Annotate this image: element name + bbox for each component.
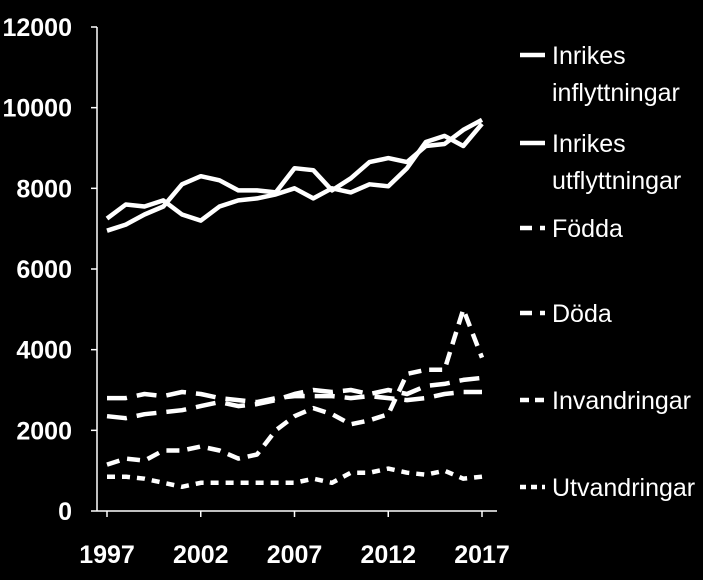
y-tick-label: 6000 xyxy=(16,256,72,284)
y-tick-label: 8000 xyxy=(16,175,72,203)
y-tick-label: 12000 xyxy=(2,14,72,42)
y-tick-label: 2000 xyxy=(16,417,72,445)
y-tick-label: 4000 xyxy=(16,337,72,365)
x-tick-label: 1997 xyxy=(79,541,135,569)
y-tick-label: 10000 xyxy=(2,95,72,123)
legend-label: inflyttningar xyxy=(552,79,680,107)
series-line-inrikes-utflyttningar xyxy=(106,117,484,233)
x-tick-label: 2002 xyxy=(173,541,229,569)
axes: 0 2000 4000 6000 8000 10000 12000 1997 2002 2007… xyxy=(2,14,509,569)
legend-label: utflyttningar xyxy=(552,167,681,195)
legend-label: Invandringar xyxy=(552,387,691,415)
y-tick-label: 0 xyxy=(58,498,72,526)
legend-label: Födda xyxy=(552,215,623,243)
legend-label: Inrikes xyxy=(552,42,626,70)
data-series xyxy=(105,117,485,490)
legend-label: Utvandringar xyxy=(552,474,695,502)
x-axis-ticks: 1997 2002 2007 2012 2017 xyxy=(79,511,510,569)
series-line-invandringar xyxy=(106,307,485,467)
series-line-doda xyxy=(106,375,483,421)
y-axis-ticks: 0 2000 4000 6000 8000 10000 12000 xyxy=(2,14,97,526)
legend-label: Inrikes xyxy=(552,130,626,158)
series-line-utvandringar xyxy=(107,466,483,490)
x-tick-label: 2012 xyxy=(360,541,416,569)
x-tick-label: 2007 xyxy=(267,541,323,569)
legend: Inrikes inflyttningar Inrikes utflyttningar… xyxy=(520,42,695,502)
x-tick-label: 2017 xyxy=(454,541,510,569)
legend-label: Döda xyxy=(552,300,612,328)
